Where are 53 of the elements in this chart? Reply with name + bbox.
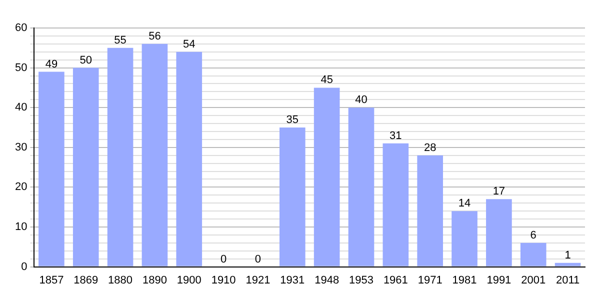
y-tick-label: 30 [14,141,28,154]
data-label: 45 [320,74,333,86]
x-tick-label: 1953 [349,274,374,286]
data-label: 28 [424,142,436,154]
x-tick-label: 1857 [39,274,64,286]
data-label: 0 [220,253,227,266]
data-label: 6 [530,229,536,242]
x-tick-label: 1921 [246,274,270,286]
bar [176,52,202,266]
bar [107,48,134,266]
bar [520,242,546,266]
data-label: 54 [183,38,196,50]
bar [382,143,409,266]
x-tick-label: 2011 [556,274,580,286]
bar [452,211,478,266]
data-label: 1 [564,249,571,262]
x-tick-label: 1991 [486,274,512,286]
bar [72,68,99,266]
bar [280,128,306,266]
x-tick-label: 1971 [418,274,442,286]
bar [348,108,374,266]
bar [142,44,168,266]
bar [554,262,581,266]
data-label: 31 [390,130,402,142]
bar [38,72,64,266]
bar [486,199,512,266]
data-label: 56 [148,30,161,42]
data-label: 49 [45,58,58,70]
x-tick-label: 1931 [280,274,305,286]
x-tick-label: 1880 [108,274,133,286]
x-tick-label: 1869 [74,274,98,286]
bar [314,88,340,266]
y-tick-label: 40 [14,102,28,114]
x-tick-label: 1910 [211,274,236,286]
data-label: 0 [254,253,262,266]
x-tick-label: 1961 [383,274,408,286]
bar [417,155,444,266]
y-tick-label: 60 [14,22,28,34]
data-label: 17 [492,186,506,198]
data-label: 14 [458,198,471,210]
x-tick-label: 1948 [314,274,340,286]
data-label: 50 [80,54,92,66]
y-tick-label: 10 [14,221,28,234]
x-tick-label: 2001 [521,274,546,286]
x-tick-label: 1890 [142,274,167,286]
y-tick-label: 20 [14,181,28,194]
x-tick-label: 1900 [176,274,202,286]
y-tick-label: 0 [21,260,28,273]
data-label: 55 [114,34,126,46]
data-label: 40 [355,94,368,106]
y-tick-label: 50 [14,62,28,74]
x-tick-label: 1981 [452,274,477,286]
data-label: 35 [286,114,299,126]
